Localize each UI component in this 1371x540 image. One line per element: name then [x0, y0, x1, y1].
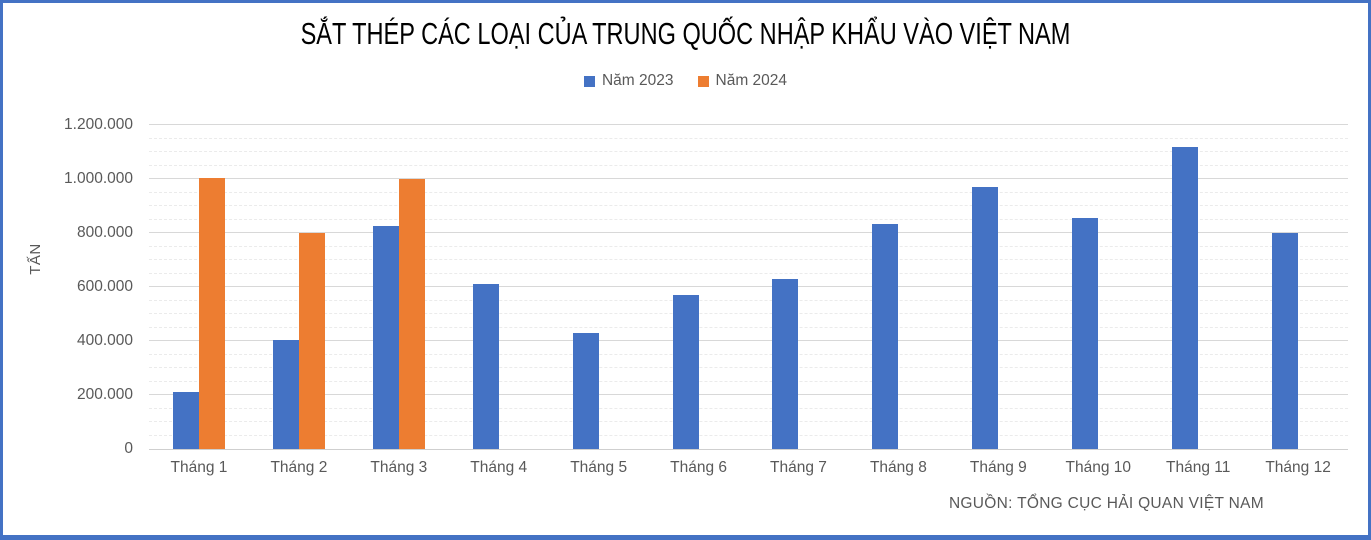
- gridline-major: [149, 232, 1348, 233]
- gridline-major: [149, 178, 1348, 179]
- bar-nam-2023-thang-3: [372, 226, 399, 449]
- x-axis-label: Tháng 12: [1265, 459, 1331, 476]
- y-tick-label: 1.200.000: [64, 116, 133, 133]
- bar-nam-2023-thang-1: [172, 392, 199, 449]
- bar-nam-2023-thang-7: [772, 278, 799, 449]
- legend-item-nam-2024: Năm 2024: [697, 72, 788, 90]
- x-axis-label: Tháng 10: [1065, 459, 1132, 476]
- legend: Năm 2023 Năm 2024: [3, 72, 1368, 90]
- x-axis-label: Tháng 5: [570, 459, 628, 476]
- legend-label-2023: Năm 2023: [601, 72, 674, 89]
- gridline-minor: [149, 259, 1348, 260]
- gridline-minor: [149, 164, 1348, 166]
- gridline-major: [149, 286, 1348, 287]
- gridline-minor: [149, 380, 1348, 382]
- x-axis-label: Tháng 4: [470, 459, 528, 476]
- gridline-minor: [149, 326, 1348, 328]
- gridline-minor: [149, 137, 1348, 139]
- gridline-minor: [149, 272, 1348, 274]
- gridline-minor: [149, 421, 1348, 422]
- x-axis-label: Tháng 1: [170, 459, 228, 476]
- gridline-minor: [149, 151, 1348, 152]
- x-axis-label: Tháng 6: [670, 459, 728, 476]
- gridline-minor: [149, 299, 1348, 301]
- x-axis-label: Tháng 9: [969, 459, 1027, 476]
- x-axis-labels: Tháng 1 Tháng 2 Tháng 3 Tháng 4 Tháng 5 Tháng…: [149, 456, 1348, 480]
- gridline-minor: [149, 407, 1348, 409]
- legend-swatch-2024-icon: [697, 75, 709, 87]
- y-tick-label: 200.000: [76, 386, 133, 403]
- x-axis-label: Tháng 3: [370, 459, 428, 476]
- x-axis-label: Tháng 2: [270, 459, 328, 476]
- bar-nam-2023-thang-11: [1172, 146, 1199, 449]
- y-tick-label: 800.000: [76, 224, 133, 241]
- bar-nam-2023-thang-9: [972, 187, 999, 449]
- bar-nam-2024-thang-1: [198, 177, 225, 449]
- chart-title: SẮT THÉP CÁC LOẠI CỦA TRUNG QUỐC NHẬP KH…: [300, 16, 1071, 51]
- gridline-major: [149, 394, 1348, 395]
- y-tick-label: 1.000.000: [64, 170, 133, 187]
- gridline-minor: [149, 191, 1348, 193]
- y-tick-label: 0: [124, 440, 133, 457]
- bar-nam-2023-thang-10: [1072, 218, 1099, 449]
- gridline-minor: [149, 218, 1348, 220]
- gridline-minor: [149, 353, 1348, 355]
- gridline-major: [149, 124, 1348, 125]
- x-axis-label: Tháng 11: [1166, 459, 1231, 476]
- y-tick-label: 600.000: [76, 278, 133, 295]
- bar-nam-2023-thang-12: [1272, 233, 1299, 449]
- legend-item-nam-2023: Năm 2023: [583, 72, 674, 90]
- gridline-minor: [149, 367, 1348, 368]
- bar-nam-2024-thang-3: [398, 179, 425, 449]
- gridline-minor: [149, 205, 1348, 206]
- source-note: NGUỒN: TỔNG CỤC HẢI QUAN VIỆT NAM: [948, 495, 1264, 512]
- legend-swatch-2023-icon: [583, 75, 595, 87]
- gridline-minor: [149, 313, 1348, 314]
- x-axis-line: [149, 449, 1348, 450]
- legend-label-2024: Năm 2024: [715, 72, 788, 89]
- plot-area: [149, 124, 1348, 450]
- bar-nam-2023-thang-2: [272, 339, 299, 449]
- bar-nam-2023-thang-5: [572, 332, 599, 449]
- gridline-minor: [149, 434, 1348, 436]
- x-axis-label: Tháng 8: [869, 459, 927, 476]
- bar-nam-2023-thang-4: [472, 284, 499, 449]
- gridline-minor: [149, 245, 1348, 247]
- bar-nam-2023-thang-8: [872, 223, 899, 449]
- bar-nam-2024-thang-2: [298, 233, 325, 449]
- bar-nam-2023-thang-6: [672, 295, 699, 449]
- y-axis-labels: 0 200.000 400.000 600.000 800.000 1.000.000 1.…: [3, 116, 133, 457]
- y-tick-label: 400.000: [76, 332, 133, 349]
- gridline-major: [149, 340, 1348, 341]
- x-axis-label: Tháng 7: [770, 459, 827, 476]
